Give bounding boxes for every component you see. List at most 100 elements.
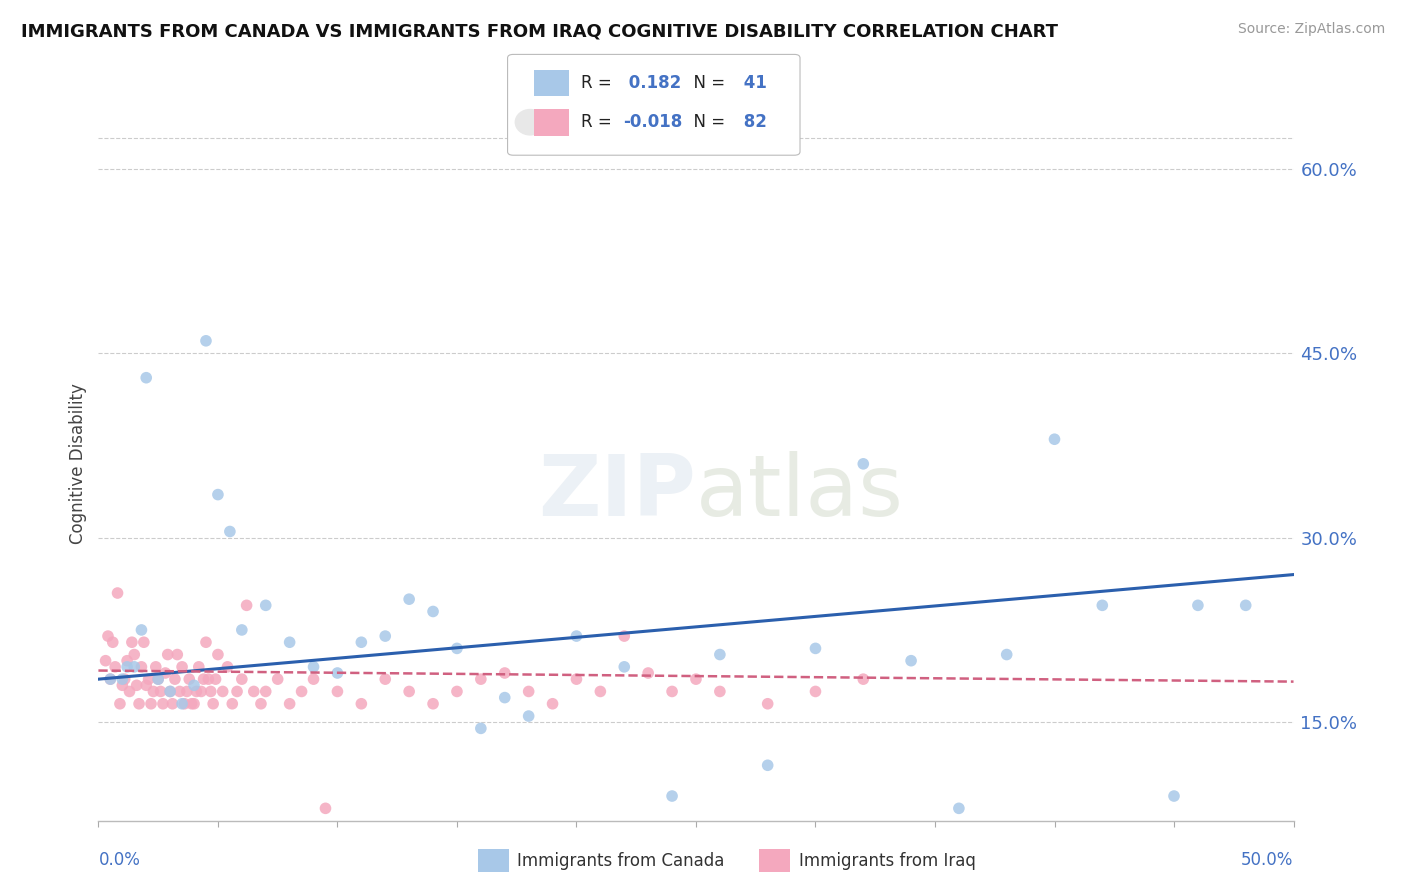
Point xyxy=(446,684,468,698)
Point xyxy=(221,697,243,711)
Text: Immigrants from Canada: Immigrants from Canada xyxy=(517,852,724,870)
Text: 41: 41 xyxy=(738,74,768,92)
Point xyxy=(145,660,167,674)
Point xyxy=(111,672,134,686)
Point xyxy=(155,665,177,680)
Point xyxy=(350,635,373,649)
Text: 82: 82 xyxy=(738,113,768,131)
Point xyxy=(948,801,970,815)
Point xyxy=(852,457,875,471)
Point xyxy=(267,672,290,686)
Point xyxy=(142,684,165,698)
Point xyxy=(374,672,396,686)
Point xyxy=(302,672,325,686)
Point xyxy=(350,697,373,711)
Text: R =: R = xyxy=(581,113,617,131)
Point xyxy=(565,672,588,686)
Point xyxy=(398,684,420,698)
Point xyxy=(166,648,188,662)
Point xyxy=(115,660,138,674)
Point xyxy=(756,697,779,711)
Point xyxy=(125,678,148,692)
Point xyxy=(159,684,181,698)
Point xyxy=(278,635,301,649)
Point xyxy=(804,684,827,698)
Point xyxy=(852,672,875,686)
Point xyxy=(1091,599,1114,613)
Point xyxy=(200,684,222,698)
Point xyxy=(900,654,922,668)
Point xyxy=(254,684,277,698)
Point xyxy=(115,654,138,668)
Point xyxy=(374,629,396,643)
Point xyxy=(104,660,127,674)
Point xyxy=(187,660,209,674)
Point xyxy=(128,697,150,711)
Text: ZIP: ZIP xyxy=(538,450,696,534)
Point xyxy=(211,684,233,698)
Point xyxy=(422,697,444,711)
Point xyxy=(231,672,253,686)
Point xyxy=(202,697,225,711)
Point xyxy=(111,678,134,692)
Point xyxy=(148,672,170,686)
Point xyxy=(124,648,146,662)
Point xyxy=(94,654,117,668)
Point xyxy=(207,487,229,501)
Point xyxy=(278,697,301,711)
Point xyxy=(107,586,129,600)
Point xyxy=(186,684,208,698)
Point xyxy=(302,660,325,674)
Point xyxy=(1234,599,1257,613)
Point xyxy=(613,660,636,674)
Point xyxy=(207,648,229,662)
Point xyxy=(1163,789,1185,803)
Point xyxy=(190,684,212,698)
Point xyxy=(291,684,314,698)
Point xyxy=(159,684,181,698)
Point xyxy=(254,599,277,613)
Point xyxy=(226,684,249,698)
Point xyxy=(613,629,636,643)
Point xyxy=(149,684,172,698)
Text: N =: N = xyxy=(683,113,731,131)
Point xyxy=(101,635,124,649)
Point xyxy=(470,722,492,736)
Text: Source: ZipAtlas.com: Source: ZipAtlas.com xyxy=(1237,22,1385,37)
Text: Immigrants from Iraq: Immigrants from Iraq xyxy=(799,852,976,870)
Point xyxy=(204,672,226,686)
Point xyxy=(756,758,779,772)
Point xyxy=(118,684,141,698)
Point xyxy=(243,684,266,698)
Point xyxy=(148,672,170,686)
Point xyxy=(135,678,157,692)
Point xyxy=(179,672,201,686)
Text: 50.0%: 50.0% xyxy=(1241,851,1294,869)
Point xyxy=(135,370,157,384)
Point xyxy=(108,697,131,711)
Y-axis label: Cognitive Disability: Cognitive Disability xyxy=(69,384,87,544)
Point xyxy=(517,684,540,698)
Point xyxy=(172,660,194,674)
Point xyxy=(121,635,143,649)
Point xyxy=(541,697,564,711)
Point xyxy=(195,334,218,348)
Point xyxy=(156,648,179,662)
Point xyxy=(470,672,492,686)
Point xyxy=(197,672,219,686)
Point xyxy=(195,635,218,649)
Point xyxy=(124,660,146,674)
Text: 0.182: 0.182 xyxy=(623,74,681,92)
Text: 0.0%: 0.0% xyxy=(98,851,141,869)
Point xyxy=(326,665,349,680)
Point xyxy=(709,648,731,662)
Point xyxy=(685,672,707,686)
Point xyxy=(183,678,205,692)
Point xyxy=(162,697,184,711)
Point xyxy=(494,690,516,705)
Point xyxy=(1043,432,1066,446)
Point xyxy=(661,789,683,803)
Text: R =: R = xyxy=(581,74,617,92)
Point xyxy=(217,660,239,674)
Point xyxy=(422,605,444,619)
